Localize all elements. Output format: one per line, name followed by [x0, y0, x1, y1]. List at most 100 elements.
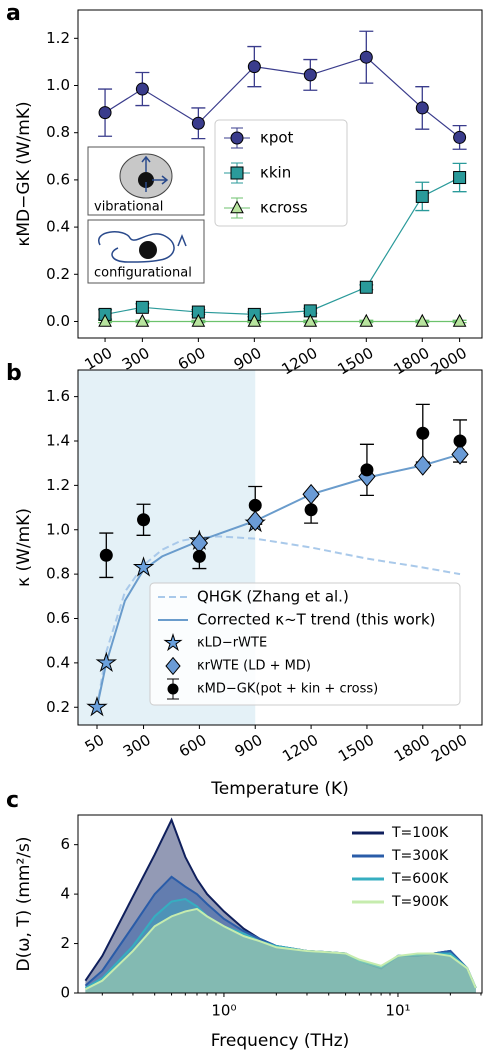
- data-point: [98, 106, 112, 120]
- inset-configurational: configurational: [87, 219, 205, 284]
- area-fill: [85, 908, 476, 993]
- x-tick-label: 1200: [279, 731, 321, 766]
- axes-frame: [77, 369, 483, 726]
- data-point: [360, 463, 374, 477]
- data-point: [415, 313, 430, 327]
- y-tick-label: 2: [60, 934, 70, 952]
- data-point: [452, 313, 467, 327]
- y-tick-label: 0.8: [46, 565, 70, 583]
- y-tick-label: 0.4: [46, 653, 70, 671]
- legend-box: [149, 582, 461, 706]
- axes-frame: [77, 9, 483, 339]
- data-point: [247, 313, 262, 327]
- y-tick-label: 1.4: [46, 432, 70, 450]
- data-point: [192, 549, 206, 563]
- x-tick-label: 10⁰: [211, 1002, 236, 1020]
- y-tick-label: 1.0: [46, 76, 70, 94]
- data-point: [137, 513, 151, 527]
- legend-label: T=900K: [391, 894, 449, 910]
- y-tick-label: 0.0: [46, 312, 70, 330]
- data-point: [132, 556, 155, 577]
- y-axis-label: κMD−GK (W/mK): [14, 101, 34, 246]
- data-point: [359, 313, 374, 327]
- x-tick-label: 2000: [428, 731, 470, 766]
- axes-frame: [77, 814, 483, 994]
- legend-label: κpot: [260, 129, 294, 147]
- data-point: [98, 313, 112, 327]
- data-point: [135, 82, 149, 96]
- data-point: [135, 313, 150, 327]
- data-point: [451, 443, 469, 465]
- y-tick-label: 0: [60, 984, 70, 1002]
- y-tick-label: 1.2: [46, 476, 70, 494]
- x-tick-label: 600: [176, 731, 210, 761]
- data-point: [453, 171, 467, 185]
- x-tick-label: 300: [120, 731, 154, 761]
- x-tick-label: 300: [119, 344, 153, 374]
- data-point: [416, 426, 430, 440]
- y-tick-label: 0.2: [46, 698, 70, 716]
- legend-marker: [163, 632, 183, 652]
- data-point: [246, 510, 264, 532]
- legend-label: κrWTE (LD + MD): [197, 659, 311, 674]
- inset-path: [98, 231, 187, 263]
- y-tick-label: 0.4: [46, 218, 70, 236]
- y-tick-label: 6: [60, 835, 70, 853]
- area-fill: [85, 819, 476, 993]
- x-tick-label: 1500: [334, 344, 376, 379]
- x-axis-label: Temperature (K): [210, 779, 349, 799]
- legend-label: T=300K: [391, 848, 449, 864]
- legend-label: κLD−rWTE: [197, 636, 267, 651]
- data-point: [95, 651, 118, 672]
- x-tick-label: 900: [231, 344, 265, 374]
- data-point: [191, 116, 205, 130]
- inset-label: vibrational: [94, 200, 163, 215]
- data-point: [304, 503, 318, 517]
- data-point: [248, 498, 262, 512]
- data-point: [414, 455, 432, 476]
- area-fill: [85, 876, 476, 993]
- inset-atom: [139, 241, 157, 259]
- y-tick-label: 0.6: [46, 170, 70, 188]
- data-point: [191, 313, 206, 327]
- legend-label: κMD−GK(pot + kin + cross): [197, 682, 378, 697]
- x-tick-label: 1500: [335, 731, 377, 766]
- legend-marker: [230, 166, 244, 180]
- y-tick-label: 1.2: [46, 29, 70, 47]
- legend-label: QHGK (Zhang et al.): [197, 588, 349, 606]
- x-tick-label: 600: [175, 344, 209, 374]
- series-line: [104, 177, 460, 316]
- legend-label: κkin: [260, 164, 291, 182]
- legend-marker: [165, 656, 181, 676]
- area-line: [84, 907, 477, 991]
- y-axis-label: κ (W/mK): [14, 508, 34, 587]
- legend-marker: [230, 200, 244, 214]
- panel-label: a: [6, 1, 21, 26]
- y-tick-label: 4: [60, 885, 70, 903]
- x-tick-label: 50: [82, 731, 108, 756]
- y-tick-label: 0.2: [46, 265, 70, 283]
- data-point: [453, 130, 467, 144]
- y-axis-label: D(ω, T) (mm²/s): [14, 837, 34, 972]
- data-point: [359, 280, 373, 294]
- y-tick-label: 0.6: [46, 609, 70, 627]
- legend-marker: [167, 683, 179, 695]
- data-point: [99, 548, 113, 562]
- data-point: [359, 50, 373, 64]
- legend-label: T=600K: [391, 871, 449, 887]
- data-point: [453, 434, 467, 448]
- y-tick-label: 1.6: [46, 387, 70, 405]
- x-tick-label: 1800: [390, 344, 432, 379]
- legend-label: T=100K: [391, 825, 449, 841]
- x-tick-label: 1800: [391, 731, 433, 766]
- y-tick-label: 1.0: [46, 520, 70, 538]
- legend-label: Corrected κ~T trend (this work): [197, 611, 436, 629]
- series-line: [104, 56, 460, 138]
- plot-area: [84, 817, 477, 993]
- x-tick-label: 100: [82, 344, 116, 374]
- panel-label: b: [6, 361, 22, 386]
- data-point: [247, 60, 261, 74]
- data-point: [135, 300, 149, 314]
- data-point: [86, 695, 108, 717]
